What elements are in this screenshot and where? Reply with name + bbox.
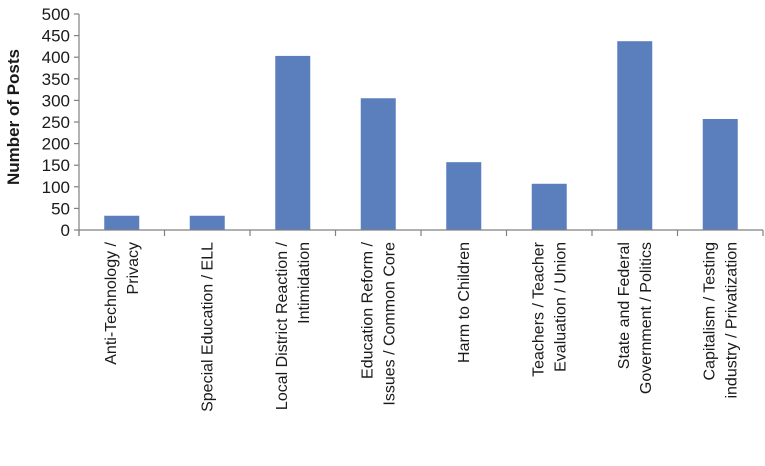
bar	[104, 215, 140, 230]
bar	[617, 41, 653, 230]
bar	[531, 183, 567, 230]
x-category-label: Education Reform /	[359, 241, 376, 379]
bar	[360, 98, 396, 231]
bar	[189, 215, 225, 230]
y-tick-label: 400	[42, 48, 70, 67]
x-category-label: Government / Politics	[638, 242, 655, 394]
y-tick-label: 350	[42, 70, 70, 89]
x-category-labels: Anti-Technology / Privacy Special Educatio…	[103, 241, 741, 412]
x-category-label: Privacy	[125, 242, 142, 294]
y-tick-label: 250	[42, 113, 70, 132]
bar	[446, 162, 482, 230]
y-tick-label: 100	[42, 178, 70, 197]
x-category-label: Anti-Technology /	[103, 241, 120, 364]
y-tick-labels: 0 50 100 150 200 250 300 350 400 450 500	[42, 5, 70, 240]
y-tick-label: 50	[51, 199, 70, 218]
x-category-label: Teachers / Teacher	[530, 241, 547, 377]
axes-group	[74, 13, 764, 236]
x-category-label: Evaluation / Union	[552, 242, 569, 372]
y-tick-label: 500	[42, 5, 70, 24]
bars-group	[104, 41, 738, 231]
y-tick-label: 150	[42, 156, 70, 175]
x-category-label: industry / Privatization	[723, 242, 740, 399]
bar	[275, 55, 311, 231]
x-category-label: Issues / Common Core	[381, 242, 398, 406]
bar	[702, 118, 738, 230]
y-tick-label: 200	[42, 135, 70, 154]
x-category-label: State and Federal	[616, 242, 633, 369]
x-category-label: Capitalism / Testing	[701, 242, 718, 380]
y-tick-label: 0	[61, 221, 70, 240]
y-tick-label: 450	[42, 27, 70, 46]
y-tick-label: 300	[42, 91, 70, 110]
x-category-label: Special Education / ELL	[199, 242, 216, 412]
x-category-label: Harm to Children	[456, 242, 473, 363]
y-axis-title: Number of Posts	[4, 49, 23, 185]
x-category-label: Local District Reaction /	[274, 241, 291, 410]
x-category-label: Intimidation	[296, 242, 313, 324]
